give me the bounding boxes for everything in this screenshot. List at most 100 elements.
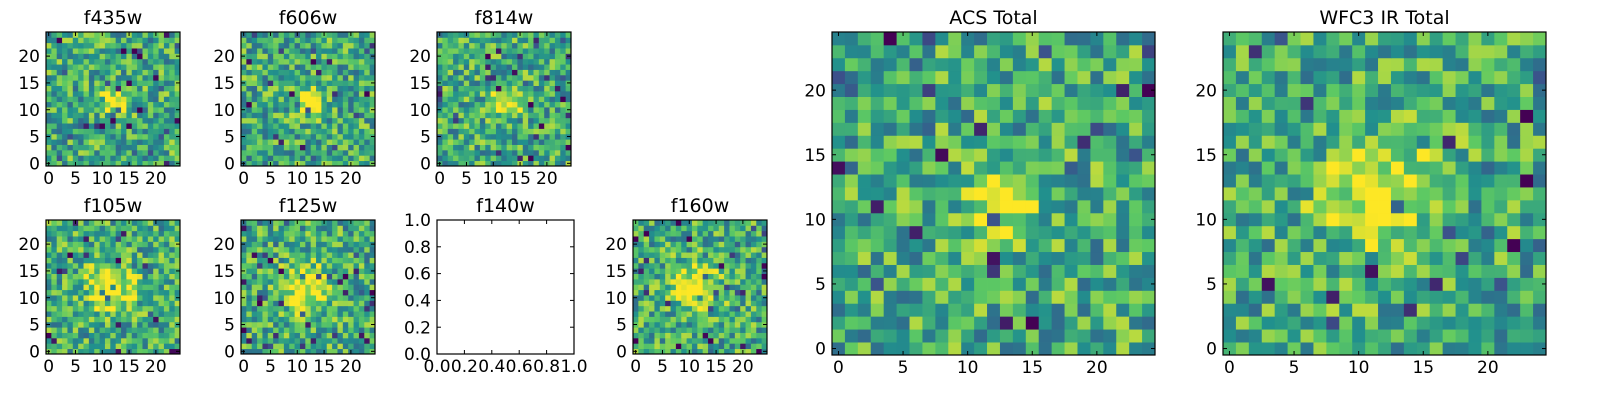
heatmap-cell (538, 107, 545, 113)
heatmap-cell (961, 329, 975, 343)
heatmap-cell (740, 300, 746, 307)
heatmap-cell (153, 289, 159, 296)
heatmap-cell (702, 343, 709, 350)
heatmap-cell (512, 64, 518, 70)
heatmap-cell (1507, 316, 1521, 330)
heatmap-cell (358, 101, 365, 108)
heatmap-cell (251, 332, 258, 339)
heatmap-cell (649, 246, 655, 253)
heatmap-cell (147, 144, 154, 151)
heatmap-cell (560, 117, 567, 124)
heatmap-cell (56, 300, 63, 307)
heatmap-cell (649, 295, 655, 301)
heatmap-cell (1468, 303, 1482, 317)
heatmap-cell (299, 230, 306, 237)
heatmap-cell (512, 133, 518, 140)
heatmap-cell (1261, 303, 1276, 317)
heatmap-cell (267, 241, 274, 248)
heatmap-cell (1339, 187, 1353, 201)
heatmap-cell (99, 316, 106, 323)
heatmap-cell (262, 220, 269, 226)
heatmap-cell (110, 48, 117, 54)
heatmap-cell (437, 37, 443, 44)
heatmap-cell (643, 332, 650, 339)
heatmap-cell (729, 316, 736, 323)
heatmap-cell (479, 37, 486, 44)
heatmap-cell (158, 101, 165, 108)
heatmap-cell (364, 96, 371, 103)
heatmap-cell (257, 101, 263, 108)
heatmap-cell (273, 74, 279, 81)
heatmap-cell (1365, 187, 1379, 201)
heatmap-cell (844, 122, 859, 136)
heatmap-cell (643, 241, 650, 248)
heatmap-cell (137, 64, 143, 70)
heatmap-cell (267, 74, 274, 81)
heatmap-cell (490, 117, 497, 124)
heatmap-cell (46, 85, 52, 92)
heatmap-cell (702, 348, 709, 355)
heatmap-cell (83, 230, 90, 237)
heatmap-cell (686, 262, 693, 269)
heatmap-cell (353, 220, 360, 226)
heatmap-cell (337, 149, 344, 156)
heatmap-cell (147, 311, 154, 317)
heatmap-cell (999, 342, 1014, 356)
heatmap-cell (670, 273, 677, 280)
heatmap-cell (337, 80, 344, 86)
heatmap-cell (437, 139, 443, 145)
heatmap-cell (1025, 290, 1040, 304)
heatmap-cell (974, 187, 988, 201)
heatmap-cell (46, 112, 52, 119)
y-tick-label: 0.0 (404, 345, 431, 365)
heatmap-cell (1442, 225, 1456, 240)
heatmap-cell (1274, 277, 1288, 291)
heatmap-cell (469, 123, 475, 129)
heatmap-cell (485, 128, 491, 135)
heatmap-cell (99, 257, 106, 264)
heatmap-cell (342, 343, 349, 350)
heatmap-cell (67, 80, 74, 86)
heatmap-cell (126, 321, 133, 328)
heatmap-cell (142, 58, 149, 65)
heatmap-cell (675, 257, 682, 264)
heatmap-cell (153, 225, 159, 232)
heatmap-cell (756, 284, 763, 291)
heatmap-cell (46, 332, 52, 339)
heatmap-cell (147, 273, 154, 280)
heatmap-cell (332, 64, 338, 70)
heatmap-cell (332, 144, 338, 151)
x-tick-label: 15 (1021, 358, 1043, 378)
heatmap-cell (697, 273, 704, 280)
heatmap-cell (729, 273, 736, 280)
heatmap-cell (257, 69, 263, 76)
heatmap-cell (278, 90, 285, 97)
heatmap-cell (1533, 290, 1547, 304)
heatmap-cell (1077, 96, 1091, 110)
heatmap-cell (51, 74, 58, 81)
heatmap-cell (560, 96, 567, 103)
heatmap-cell (99, 144, 106, 151)
heatmap-cell (283, 32, 290, 38)
heatmap-cell (844, 329, 859, 343)
heatmap-cell (142, 273, 149, 280)
heatmap-cell (458, 48, 465, 54)
heatmap-cell (358, 42, 365, 49)
heatmap-cell (463, 123, 470, 129)
heatmap-cell (305, 101, 312, 108)
heatmap-cell (740, 295, 746, 301)
heatmap-cell (681, 230, 687, 237)
heatmap-cell (364, 128, 371, 135)
heatmap-cell (844, 264, 859, 278)
heatmap-cell (115, 123, 122, 129)
heatmap-cell (857, 199, 872, 214)
heatmap-cell (257, 236, 263, 242)
heatmap-cell (257, 230, 263, 237)
heatmap-cell (126, 85, 133, 92)
heatmap-cell (110, 305, 117, 312)
heatmap-cell (72, 53, 79, 60)
heatmap-cell (718, 273, 725, 280)
heatmap-cell (142, 96, 149, 103)
heatmap-cell (686, 316, 693, 323)
heatmap-cell (1339, 329, 1353, 343)
